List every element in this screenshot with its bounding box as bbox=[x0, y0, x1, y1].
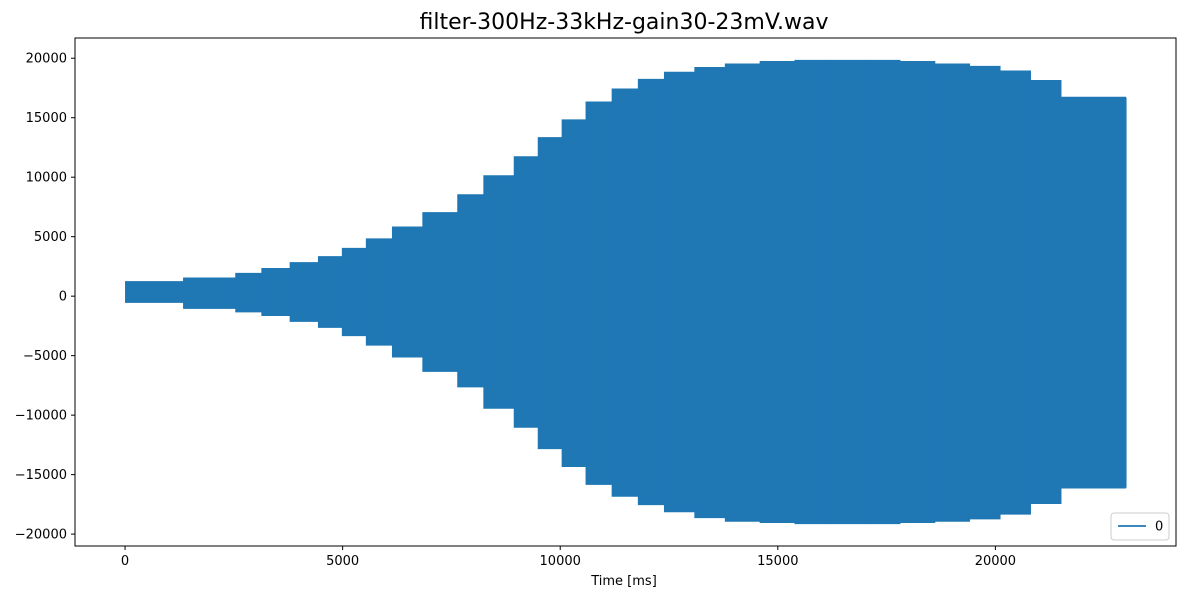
legend-label-0: 0 bbox=[1155, 520, 1163, 535]
envelope-step-18 bbox=[664, 72, 696, 512]
envelope-step-9 bbox=[423, 212, 459, 372]
y-tick-label: 20000 bbox=[26, 52, 67, 67]
series-0-lower-edge bbox=[125, 301, 1126, 525]
envelope-step-30 bbox=[1060, 97, 1127, 488]
x-tick-label: 0 bbox=[121, 554, 129, 569]
envelope-step-2 bbox=[236, 273, 263, 312]
envelope-step-19 bbox=[695, 67, 727, 518]
envelope-step-23 bbox=[830, 60, 866, 524]
chart-title: filter-300Hz-33kHz-gain30-23mV.wav bbox=[419, 10, 828, 35]
envelope-step-20 bbox=[725, 64, 762, 522]
envelope-step-22 bbox=[795, 60, 831, 524]
axes-frame bbox=[74, 37, 1177, 547]
y-tick-label: 15000 bbox=[26, 111, 67, 126]
y-tick-label: −15000 bbox=[15, 468, 67, 483]
envelope-step-10 bbox=[457, 195, 485, 387]
series-0-upper-edge bbox=[125, 59, 1126, 283]
y-tick-label: −5000 bbox=[23, 349, 67, 364]
envelope-step-11 bbox=[484, 176, 516, 408]
legend: 0 bbox=[1110, 512, 1170, 541]
y-tick-label: −20000 bbox=[15, 528, 67, 543]
envelope-step-25 bbox=[899, 61, 936, 523]
envelope-step-21 bbox=[760, 61, 796, 523]
envelope-step-5 bbox=[318, 256, 344, 328]
envelope-step-29 bbox=[1030, 80, 1062, 504]
y-tick-label: −10000 bbox=[15, 409, 67, 424]
x-tick-label: 10000 bbox=[540, 554, 581, 569]
envelope-step-12 bbox=[514, 156, 540, 428]
envelope-step-13 bbox=[538, 137, 563, 449]
envelope-step-26 bbox=[934, 64, 970, 522]
envelope-step-17 bbox=[638, 79, 666, 505]
envelope-step-0 bbox=[125, 281, 185, 303]
envelope-step-4 bbox=[290, 262, 320, 322]
x-tick-label: 15000 bbox=[757, 554, 798, 569]
envelope-step-16 bbox=[612, 89, 640, 497]
envelope-step-15 bbox=[586, 102, 614, 485]
y-tick-label: 0 bbox=[59, 290, 67, 305]
envelope-step-8 bbox=[392, 227, 424, 357]
envelope-step-7 bbox=[366, 239, 394, 345]
envelope-step-1 bbox=[183, 278, 237, 309]
envelope-step-3 bbox=[262, 268, 292, 316]
plot-area bbox=[125, 59, 1127, 525]
envelope-step-24 bbox=[864, 60, 901, 524]
x-tick-label: 20000 bbox=[975, 554, 1016, 569]
x-axis-title: Time [ms] bbox=[590, 574, 657, 589]
envelope-step-6 bbox=[342, 248, 368, 336]
envelope-step-27 bbox=[969, 66, 1001, 519]
x-tick-label: 5000 bbox=[326, 554, 359, 569]
envelope-step-28 bbox=[999, 71, 1031, 514]
envelope-step-14 bbox=[562, 120, 587, 467]
axes: 0 5000 10000 15000 20000 −20000 −15000 −10000 −5… bbox=[15, 37, 1177, 569]
y-tick-label: 10000 bbox=[26, 171, 67, 186]
y-tick-label: 5000 bbox=[34, 230, 67, 245]
